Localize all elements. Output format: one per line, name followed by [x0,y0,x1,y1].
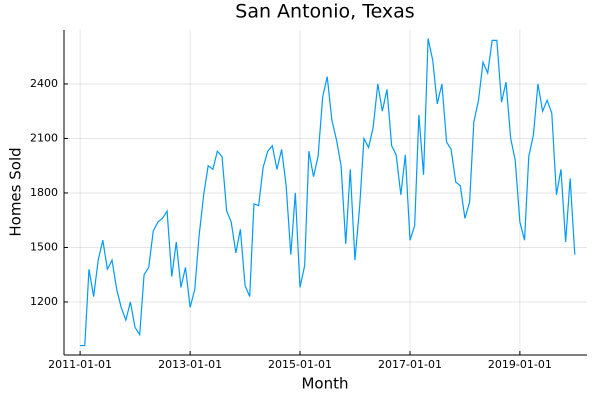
chart-title: San Antonio, Texas [235,1,414,23]
y-tick-label: 2100 [30,131,58,144]
x-tick-label: 2011-01-01 [48,358,112,371]
y-tick-label: 1200 [30,295,58,308]
x-axis-label: Month [301,375,348,393]
line [80,38,576,347]
y-tick-label: 1500 [30,240,58,253]
y-tick-label: 1800 [30,186,58,199]
x-tick-label: 2013-01-01 [158,358,222,371]
x-tick-label: 2015-01-01 [268,358,332,371]
y-tick-label: 2400 [30,77,58,90]
y-axis-label: Homes Sold [7,147,25,236]
x-tick-label: 2019-01-01 [488,358,552,371]
x-tick-label: 2017-01-01 [378,358,442,371]
